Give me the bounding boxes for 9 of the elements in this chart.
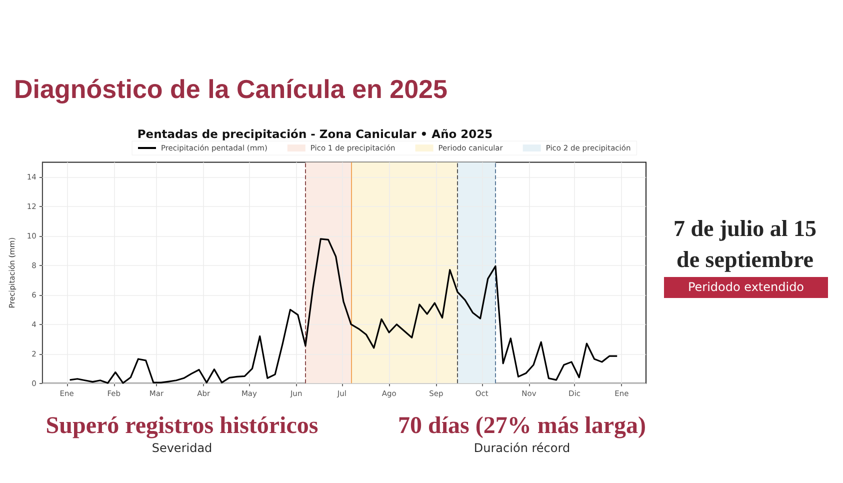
text: Superó registros históricos bbox=[44, 412, 320, 441]
text: 70 días (27% más larga) bbox=[397, 412, 647, 441]
text: 7 de julio al 15 de septiembre bbox=[672, 215, 818, 274]
text: Duración récord bbox=[472, 441, 572, 455]
chart-subtitle: Pentadas de precipitación - Zona Canicular • Año 2025 bbox=[137, 127, 493, 141]
chart-title: Diagnóstico de la Canícula en 2025 bbox=[14, 74, 448, 105]
line-series bbox=[69, 238, 618, 384]
text: Severidad bbox=[150, 441, 214, 455]
text: Peridodo extendido bbox=[664, 277, 828, 298]
